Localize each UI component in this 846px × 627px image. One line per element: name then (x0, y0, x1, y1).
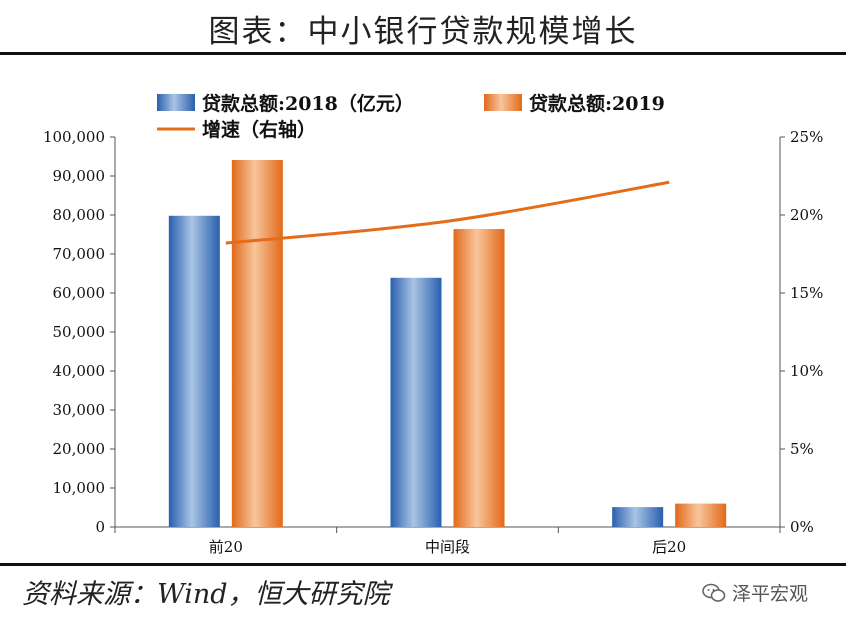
bar (675, 503, 727, 527)
wechat-icon (702, 583, 726, 602)
bar (390, 277, 442, 527)
y2-tick-label: 25% (790, 128, 823, 146)
y2-tick-label: 10% (790, 362, 823, 380)
y-tick-label: 30,000 (53, 401, 106, 419)
bar (231, 160, 283, 527)
growth-rate-line (225, 180, 670, 245)
bar (612, 507, 664, 527)
x-tick-label: 中间段 (425, 538, 470, 556)
y-tick-label: 10,000 (53, 479, 106, 497)
legend-swatch-2019 (484, 94, 522, 111)
y-tick-label: 80,000 (53, 206, 106, 224)
y-tick-label: 100,000 (43, 128, 105, 146)
y-tick-label: 20,000 (53, 440, 106, 458)
legend-label-2019: 贷款总额:2019 (529, 92, 665, 115)
legend: 贷款总额:2018（亿元） 贷款总额:2019 增速（右轴） (157, 92, 665, 141)
growth-line-layer (225, 180, 670, 245)
y-tick-label: 50,000 (53, 323, 106, 341)
watermark-text: 泽平宏观 (732, 583, 809, 605)
legend-swatch-2018 (157, 94, 195, 111)
bar (453, 229, 505, 528)
axes: 0 10,000 20,000 30,000 40,000 50,000 60,000 70,… (43, 128, 823, 556)
legend-label-2018: 贷款总额:2018（亿元） (202, 92, 414, 115)
y-tick-label: 90,000 (53, 167, 106, 185)
y2-tick-label: 5% (790, 440, 814, 458)
y2-tick-label: 15% (790, 284, 823, 302)
y-tick-label: 60,000 (53, 284, 106, 302)
legend-label-growth: 增速（右轴） (202, 118, 316, 141)
y2-tick-label: 0% (790, 518, 814, 536)
watermark: 泽平宏观 (702, 579, 808, 606)
title-divider (0, 52, 846, 55)
bars (168, 160, 727, 528)
y-tick-label: 70,000 (53, 245, 106, 263)
bar (168, 215, 220, 527)
x-tick-label: 后20 (652, 538, 686, 556)
y-tick-label: 40,000 (53, 362, 106, 380)
footer-divider (0, 563, 846, 566)
y-tick-label: 0 (95, 518, 105, 536)
page-title: 图表：中小银行贷款规模增长 (208, 14, 638, 50)
y2-tick-label: 20% (790, 206, 823, 224)
x-tick-label: 前20 (209, 538, 243, 556)
source-note: 资料来源：Wind，恒大研究院 (22, 579, 390, 610)
